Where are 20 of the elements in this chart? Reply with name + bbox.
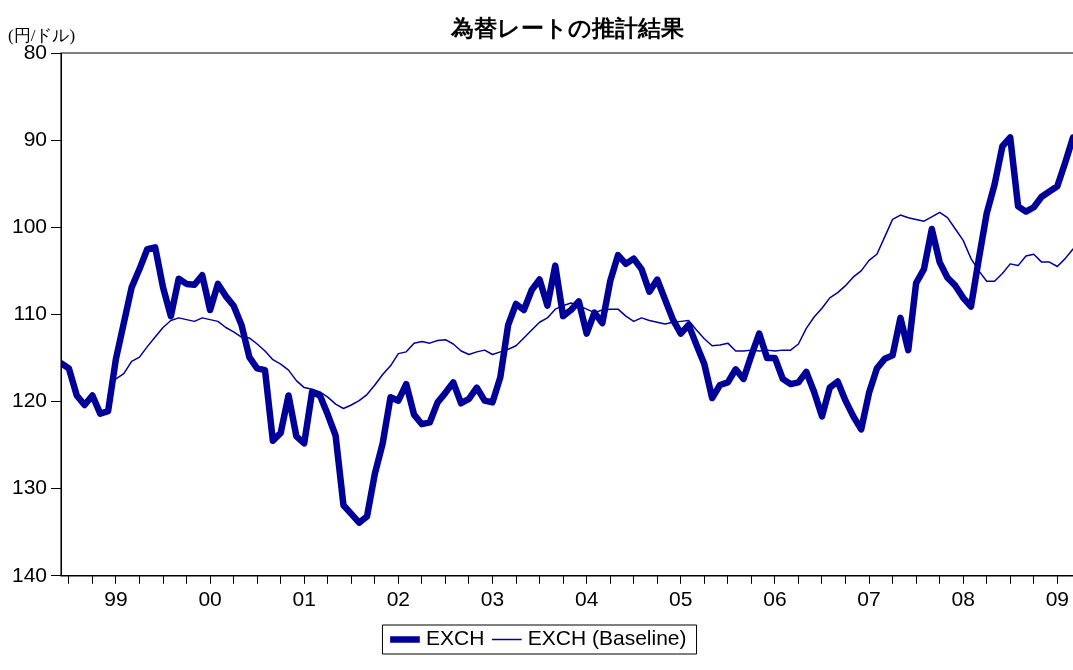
- y-tick-label: 120: [11, 388, 48, 412]
- y-tick-label: 100: [11, 214, 48, 238]
- x-tick-label: 08: [951, 587, 975, 611]
- y-tick-label: 140: [11, 562, 48, 586]
- y-tick-label: 130: [11, 475, 48, 499]
- y-tick-label: 110: [13, 301, 48, 325]
- x-tick-label: 07: [857, 587, 881, 611]
- x-tick-label: 06: [763, 587, 787, 611]
- x-tick-label: 00: [198, 587, 222, 611]
- x-tick-label: 01: [292, 587, 316, 611]
- x-tick-label: 05: [669, 587, 693, 611]
- x-tick-label: 03: [480, 587, 505, 611]
- legend-label: EXCH: [425, 626, 485, 650]
- x-tick-label: 99: [104, 587, 128, 611]
- x-tick-label: 09: [1045, 587, 1069, 611]
- chart-title: 為替レートの推計結果: [449, 14, 684, 41]
- y-tick-label: 90: [23, 126, 48, 150]
- x-tick-label: 02: [386, 587, 411, 611]
- x-tick-label: 04: [574, 587, 599, 611]
- legend-label: EXCH (Baseline): [527, 626, 687, 650]
